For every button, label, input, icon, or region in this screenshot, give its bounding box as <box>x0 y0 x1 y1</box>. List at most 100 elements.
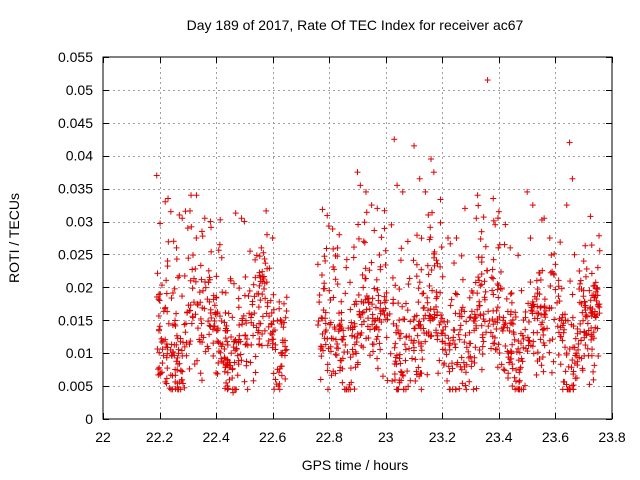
data-point <box>548 304 555 311</box>
data-point <box>483 329 490 336</box>
data-point <box>570 323 577 330</box>
data-point <box>444 377 451 384</box>
data-point <box>175 346 182 353</box>
data-point <box>561 326 568 333</box>
data-point <box>509 321 516 328</box>
data-point <box>388 221 395 228</box>
data-point <box>466 294 473 301</box>
data-point <box>593 288 600 295</box>
data-point <box>321 285 328 292</box>
data-point <box>265 323 272 330</box>
data-point <box>480 214 487 221</box>
x-tick-label: 23 <box>378 429 394 445</box>
data-point <box>278 318 285 325</box>
data-point <box>317 345 324 352</box>
data-point <box>270 306 277 313</box>
data-point <box>243 320 250 327</box>
data-point <box>538 362 545 369</box>
data-point <box>541 325 548 332</box>
data-point <box>165 195 172 202</box>
data-point <box>345 325 352 332</box>
data-point <box>533 277 540 284</box>
data-point <box>418 347 425 354</box>
data-point <box>263 207 270 214</box>
data-point <box>368 259 375 266</box>
data-point <box>391 136 398 143</box>
data-point <box>233 345 240 352</box>
data-point <box>334 281 341 288</box>
data-point <box>579 367 586 374</box>
data-point <box>162 198 169 205</box>
data-point <box>355 291 362 298</box>
data-point <box>196 289 203 296</box>
data-point <box>219 289 226 296</box>
data-point <box>525 337 532 344</box>
data-point <box>591 308 598 315</box>
data-point <box>274 317 281 324</box>
data-point <box>490 195 497 202</box>
data-point <box>516 386 523 393</box>
data-point <box>387 350 394 357</box>
data-point <box>422 188 429 195</box>
data-point <box>238 357 245 364</box>
data-point <box>336 322 343 329</box>
data-point <box>321 253 328 260</box>
data-point <box>322 257 329 264</box>
data-point <box>497 268 504 275</box>
data-point <box>534 329 541 336</box>
data-point <box>187 277 194 284</box>
data-point <box>430 169 437 176</box>
data-point <box>371 317 378 324</box>
data-point <box>433 312 440 319</box>
data-point <box>439 273 446 280</box>
data-point <box>431 248 438 255</box>
data-point <box>531 303 538 310</box>
data-point <box>409 355 416 362</box>
data-point <box>578 337 585 344</box>
data-point <box>365 299 372 306</box>
y-tick-label: 0.025 <box>58 246 93 262</box>
data-point <box>215 247 222 254</box>
data-point <box>500 314 507 321</box>
data-point <box>399 188 406 195</box>
data-point <box>535 310 542 317</box>
data-point <box>471 311 478 318</box>
data-point <box>354 169 361 176</box>
data-point <box>243 358 250 365</box>
data-point <box>332 370 339 377</box>
data-point <box>584 320 591 327</box>
data-point <box>444 235 451 241</box>
data-point <box>416 318 423 325</box>
data-point <box>173 358 180 365</box>
data-point <box>583 312 590 319</box>
data-point <box>382 261 389 268</box>
data-point <box>266 265 273 272</box>
data-point <box>340 327 347 334</box>
data-point <box>510 331 517 338</box>
data-point <box>178 347 185 354</box>
data-point <box>393 361 400 368</box>
data-point <box>361 239 368 246</box>
data-point <box>218 318 225 325</box>
data-point <box>277 363 284 370</box>
data-point <box>571 360 578 367</box>
data-point <box>157 290 164 297</box>
data-point <box>501 241 508 248</box>
data-point <box>434 332 441 339</box>
data-point <box>155 296 162 303</box>
data-point <box>539 326 546 333</box>
data-point <box>338 336 345 343</box>
data-point <box>173 310 180 317</box>
data-point <box>448 296 455 303</box>
data-point <box>540 368 547 375</box>
data-point <box>509 361 516 368</box>
data-point <box>468 358 475 365</box>
data-point <box>354 330 361 337</box>
data-point <box>177 367 184 374</box>
data-point <box>235 304 242 311</box>
data-point <box>172 372 179 379</box>
data-point <box>358 329 365 336</box>
data-point <box>271 327 278 334</box>
data-point <box>462 369 469 376</box>
data-point <box>269 331 276 338</box>
